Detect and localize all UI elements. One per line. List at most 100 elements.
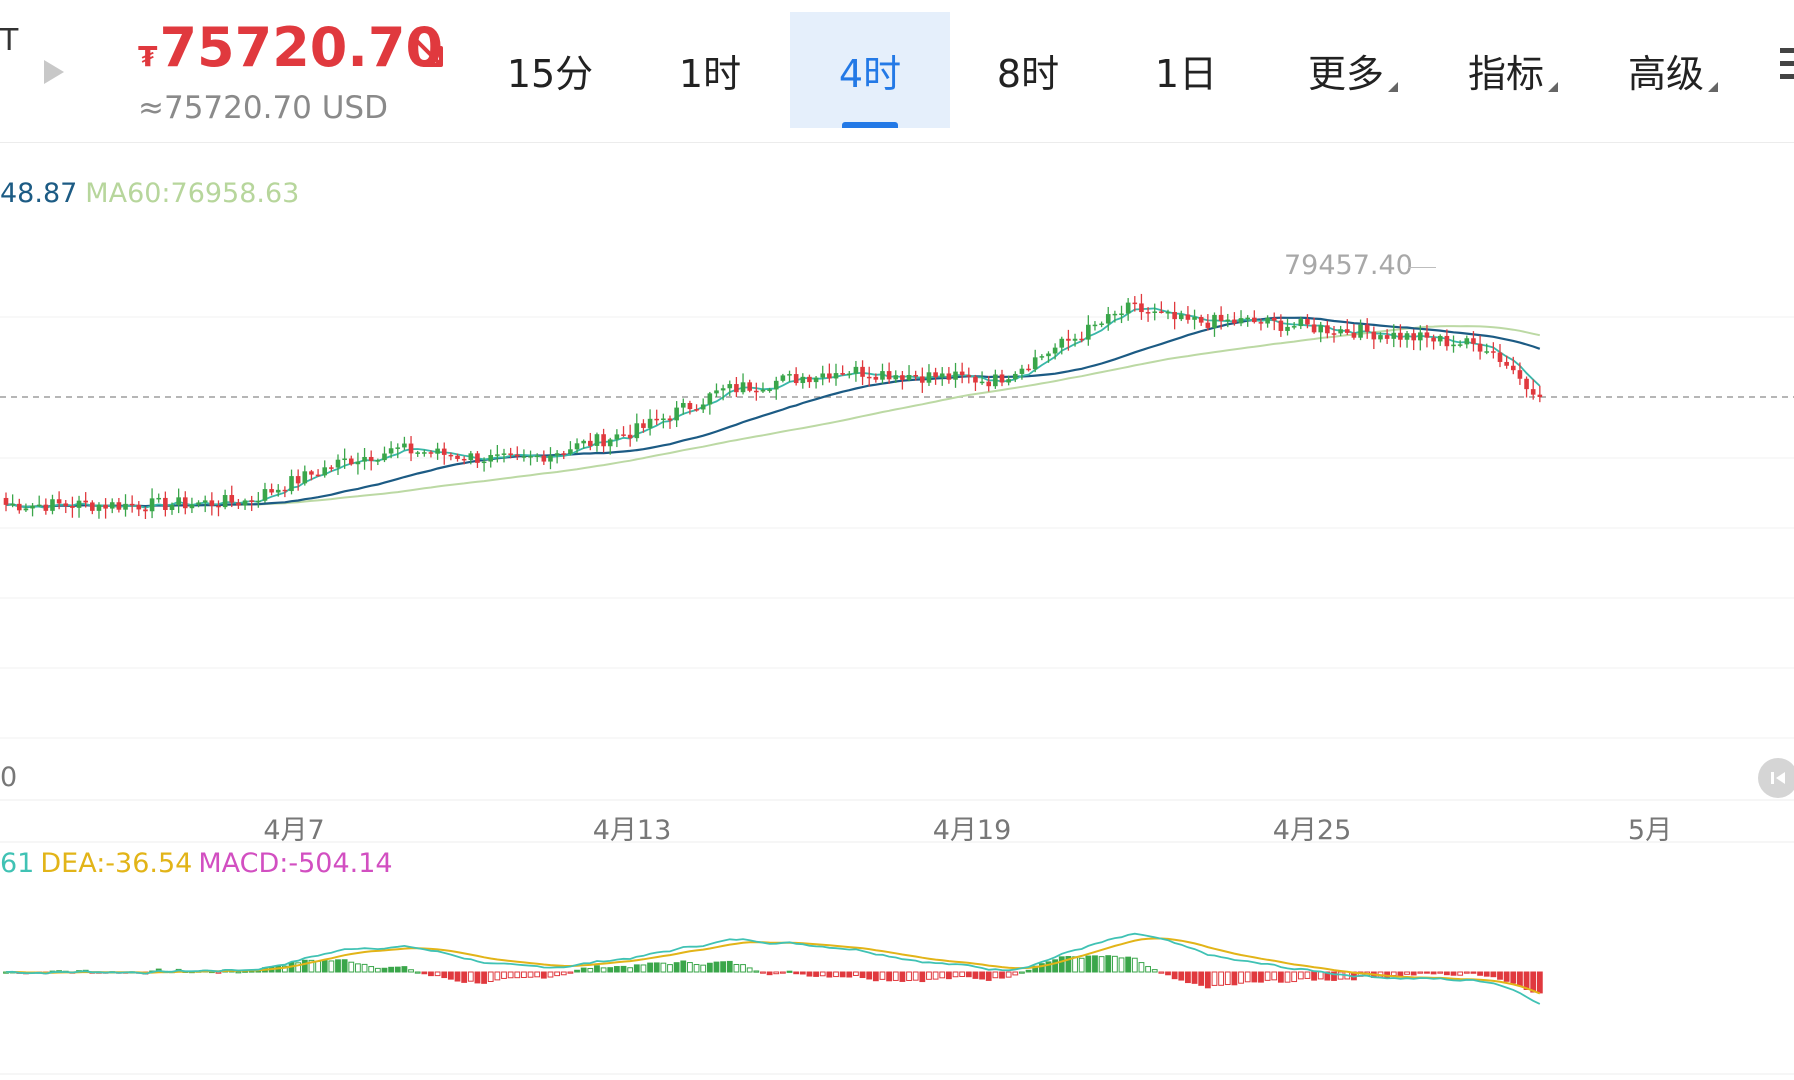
candle-body [63,503,69,507]
candle-body [1139,303,1144,313]
macd-bar [979,971,985,980]
candle-body [182,497,188,509]
play-icon[interactable] [44,60,64,84]
macd-bar [706,962,713,973]
dropdown-triangle-icon [1708,82,1718,92]
grid-lines [0,316,1794,1075]
candle-body [76,500,82,508]
candle-body [295,476,301,484]
candle-body [415,452,420,454]
candle-body [1125,302,1131,314]
macd-bar [1417,971,1424,974]
candle-body [913,375,918,377]
tab-advanced[interactable]: 高级 [1586,12,1746,128]
candle-body [30,505,35,509]
tab-8h[interactable]: 8时 [948,12,1108,128]
candle-body [368,456,374,461]
dropdown-triangle-icon [1388,82,1398,92]
macd-bar [959,971,966,977]
candle-body [362,456,367,462]
macd-bar [1517,971,1523,987]
tab-1d[interactable]: 1日 [1106,12,1266,128]
macd-bar [892,971,899,981]
macd-bar [1105,955,1112,973]
candle-body [986,381,992,387]
macd-lines [5,932,1541,1005]
macd-bar [534,971,541,978]
candle-body [143,509,148,512]
candle-body [601,434,606,447]
macd-bar [1052,959,1059,973]
macd-bar [1297,971,1304,980]
macd-bar [1012,971,1019,976]
macd-bar [952,971,959,978]
candle-body [348,458,354,465]
candle-body [1364,324,1370,332]
macd-bar [547,971,554,978]
tab-label: 8时 [996,51,1060,96]
price-value: 75720.70 [159,16,444,79]
candle-body [1444,335,1450,347]
macd-bar [1284,971,1291,983]
macd-value: MACD:-504.14 [198,848,393,879]
candle-body [966,375,972,377]
candle-body [647,418,653,428]
candle-body [1477,343,1483,352]
macd-bar [912,971,919,981]
macd-bar [945,971,952,980]
candle-body [129,503,135,506]
candle-body [534,455,540,458]
tab-1h[interactable]: 1时 [630,12,790,128]
macd-bar [1145,966,1151,973]
macd-bar [733,963,740,973]
candle-body [236,502,241,506]
ma-legend: 48.87 MA60:76958.63 [0,178,299,209]
candle-body [840,373,845,375]
ma5-line [5,307,1541,509]
macd-bar [653,962,660,973]
macd-bar [374,967,381,973]
candle-body [999,374,1005,383]
candle-body [780,375,786,381]
macd-bar [859,971,866,979]
candle-body [1411,333,1416,341]
macd-bar [660,962,667,973]
macd-bar [866,971,873,980]
candle-body [262,489,268,501]
candle-body [1351,332,1357,338]
candle-body [468,453,474,461]
candle-body [873,376,879,380]
candle-body [528,456,533,458]
macd-bar [1536,971,1543,994]
macd-bar [613,966,620,973]
macd-bar [1005,971,1012,978]
candle-body [1099,323,1104,326]
tab-more[interactable]: 更多 [1266,12,1426,128]
macd-bar [501,971,507,979]
candle-body [1437,335,1443,342]
macd-bar [1185,971,1191,984]
macd-bar [421,971,428,975]
macd-bar [1211,971,1218,986]
candle-body [1404,333,1410,340]
macd-bar [281,965,288,973]
candle-body [1198,316,1204,323]
macd-bar [806,971,813,977]
macd-bar [773,971,780,975]
candle-body [202,500,208,503]
candle-body [1424,332,1430,338]
candle-body [1398,332,1403,340]
macd-bar [1218,971,1225,986]
tab-indicators[interactable]: 指标 [1426,12,1586,128]
rewind-button[interactable] [1758,758,1794,798]
candle-body [50,499,55,511]
current-price: ₮75720.70 [138,16,443,79]
candle-body [607,439,613,447]
tab-4h[interactable]: 4时 [790,12,950,128]
tab-15min[interactable]: 15分 [470,12,630,128]
candle-body [242,500,248,506]
macd-bar [813,971,819,977]
menu-icon[interactable] [1780,48,1794,84]
macd-bar [720,961,727,973]
